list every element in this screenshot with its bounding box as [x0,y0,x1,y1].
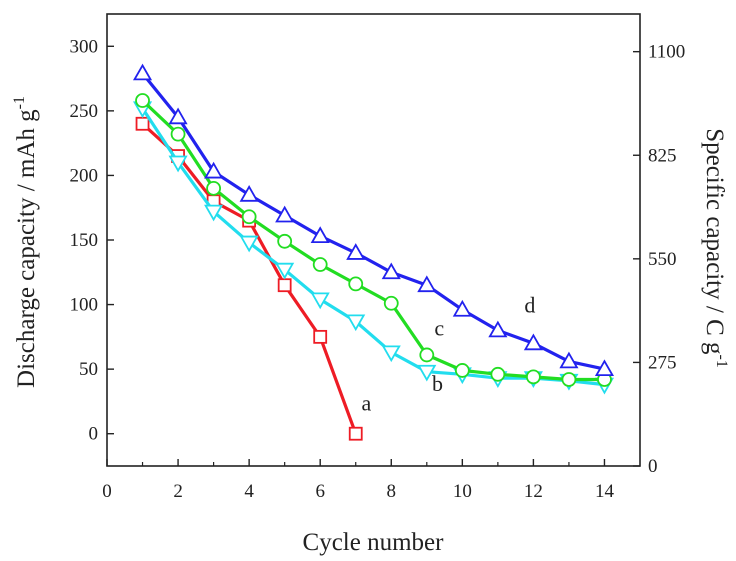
series-c-point [527,370,540,383]
y-tick-label: 250 [70,101,99,122]
series-layer [135,65,613,439]
series-c-point [136,94,149,107]
x-tick-label: 8 [387,481,397,502]
x-tick-label: 4 [244,481,254,502]
series-d-point [135,65,151,79]
series-c-point [349,277,362,290]
series-c-point [491,368,504,381]
series-a-point [350,428,362,440]
axis-ticks: 0 2 4 6 8 10 12 14 0 50 100 150 200 250 300 0 275 550 825 1… [70,36,686,502]
series-d-point [383,264,399,278]
series-d-point [312,228,328,242]
series-a-line [143,124,356,434]
y-tick-label: 50 [79,359,98,380]
x-tick-label: 0 [102,481,112,502]
series-label-b: b [432,371,443,396]
series-label-d: d [524,292,535,317]
series-a-point [137,118,149,130]
series-c-point [207,182,220,195]
y2-tick-label: 0 [648,456,658,477]
series-d-point [490,322,506,336]
series-c-point [243,210,256,223]
series-b-point [383,346,399,360]
series-d [135,65,613,375]
y2-tick-label: 825 [648,145,677,166]
x-tick-label: 12 [524,481,543,502]
y-axis-title: Discharge capacity / mAh g-1 [11,96,40,388]
y2-axis-title-sup: -1 [713,354,730,367]
series-c-point [385,297,398,310]
series-c-point [456,364,469,377]
series-label-c: c [434,316,444,341]
series-a-point [314,331,326,343]
series-b-point [312,293,328,307]
series-d-point [241,187,257,201]
x-axis-title: Cycle number [303,529,445,556]
y2-tick-label: 1100 [648,42,685,63]
y2-tick-label: 550 [648,249,677,270]
x-tick-label: 6 [315,481,325,502]
y-axis-title-sup: -1 [11,96,28,109]
series-c-point [172,128,185,141]
series-c-point [420,348,433,361]
series-label-a: a [362,390,372,415]
y-tick-label: 300 [70,36,99,57]
series-d-line [143,73,605,369]
y-tick-label: 0 [89,424,99,445]
y2-axis-title-main: Specific capacity / C g [701,128,728,355]
y-tick-label: 200 [70,165,99,186]
x-tick-label: 14 [595,481,615,502]
series-a [137,118,362,440]
y-tick-label: 100 [70,295,99,316]
series-c [136,94,611,386]
y2-tick-label: 275 [648,352,677,373]
series-d-point [561,353,577,367]
series-a-point [279,279,291,291]
series-d-point [277,207,293,221]
y-tick-label: 150 [70,230,99,251]
plot-frame [107,14,640,466]
series-c-point [314,258,327,271]
x-tick-label: 2 [173,481,183,502]
series-d-point [454,302,470,316]
series-c-point [562,373,575,386]
y2-axis-title: Specific capacity / C g-1 [701,128,730,368]
x-tick-label: 10 [453,481,472,502]
series-c-point [278,235,291,248]
y-axis-title-main: Discharge capacity / mAh g [13,109,40,388]
